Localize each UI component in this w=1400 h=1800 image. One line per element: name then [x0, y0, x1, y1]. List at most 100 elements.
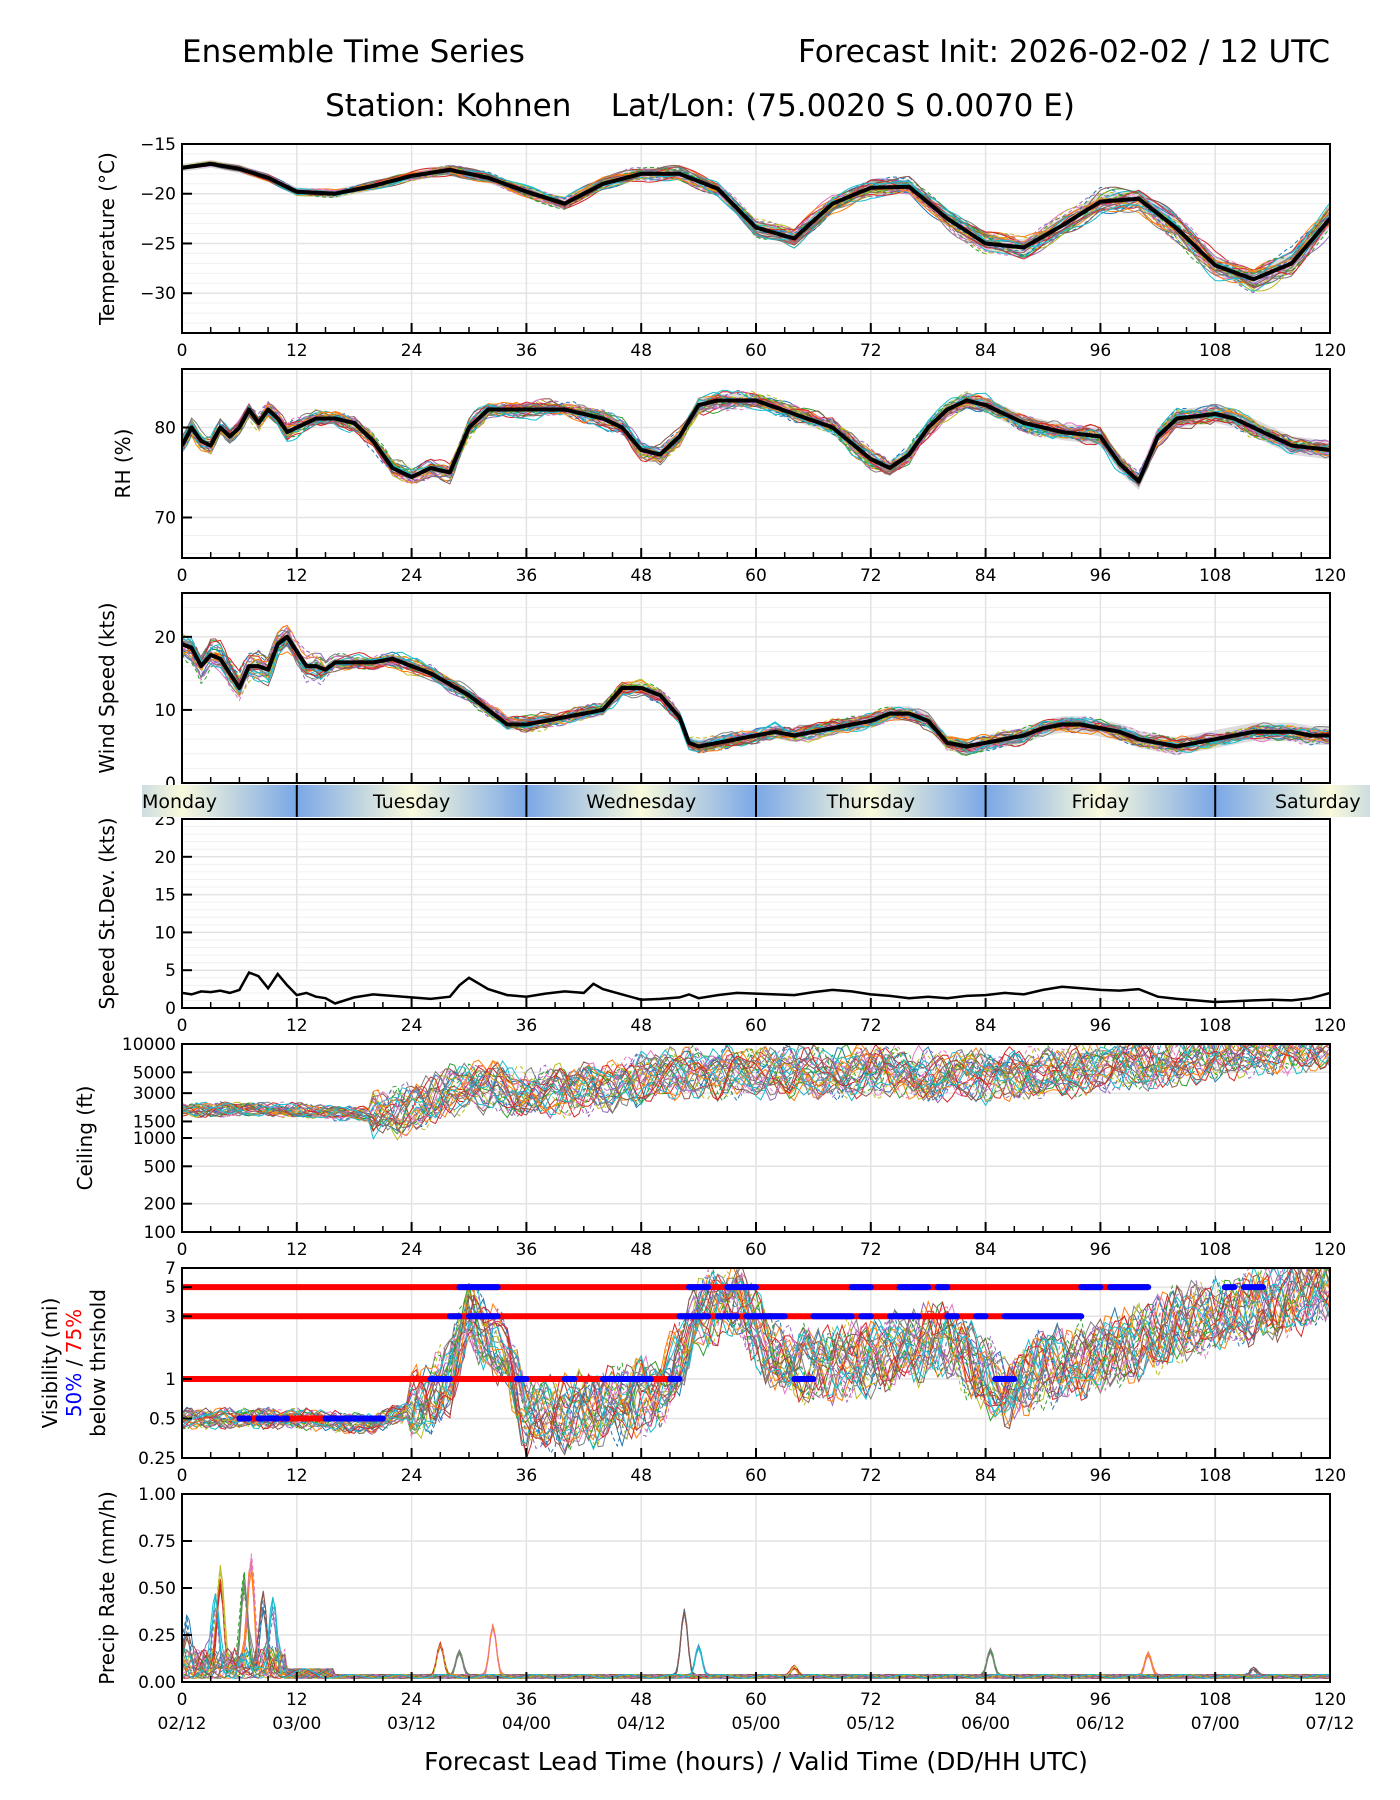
day-segment	[985, 785, 1216, 817]
day-label: Thursday	[826, 791, 915, 813]
member-line	[182, 394, 1330, 480]
member-line	[182, 1268, 1330, 1447]
x-tick-label: 108	[1199, 566, 1231, 586]
y-axis-label: Wind Speed (kts)	[95, 602, 119, 773]
x-tick-label: 36	[516, 341, 538, 361]
y-axis-label: Visibility (mi)	[38, 1298, 62, 1429]
x-tick-label: 96	[1090, 1016, 1112, 1036]
rh-plot-area	[182, 389, 1330, 490]
x-tick-label: 48	[630, 341, 652, 361]
member-line	[182, 163, 1330, 289]
y-tick-label: −20	[140, 185, 176, 205]
visibility-plot-area	[182, 1268, 1330, 1458]
x-valid-time-label: 07/00	[1191, 1714, 1240, 1734]
x-tick-label: 24	[401, 566, 423, 586]
x-valid-time-label: 05/00	[732, 1714, 781, 1734]
x-tick-label: 60	[745, 1466, 767, 1486]
temperature-panel: −15 −20 −25 −30 0 12 24 36 48 60 72 84 96 108 120 Tempe…	[95, 135, 1346, 361]
x-tick-label: 12	[286, 341, 308, 361]
precip-panel: 0.00 0.25 0.50 0.75 1.00 0 02/12 12 03/00 24 03/12…	[95, 1485, 1355, 1776]
x-tick-label: 36	[516, 1466, 538, 1486]
y-tick-label: 20	[154, 628, 176, 648]
day-label: Tuesday	[372, 791, 450, 813]
member-line	[182, 1044, 1321, 1126]
member-line	[182, 390, 1330, 486]
member-line	[182, 1044, 1330, 1141]
chart-title: Ensemble Time Series	[182, 34, 525, 70]
x-tick-label: 24	[401, 341, 423, 361]
member-line	[182, 1268, 1330, 1443]
y-tick-label: 5	[165, 1278, 176, 1298]
x-tick-label: 60	[745, 1240, 767, 1260]
y-tick-label: −30	[140, 284, 176, 304]
member-line	[182, 1044, 1330, 1126]
y-tick-label: 0.25	[138, 1626, 176, 1646]
y-tick-label: 1500	[133, 1112, 176, 1132]
x-tick-label: 84	[975, 1466, 997, 1486]
x-tick-label: 48	[630, 1240, 652, 1260]
x-valid-time-label: 05/12	[846, 1714, 895, 1734]
y-tick-label: 0.5	[149, 1409, 176, 1429]
day-of-week-band: Monday Tuesday Wednesday Thursday Friday Satu…	[142, 785, 1370, 817]
y-tick-label: −15	[140, 135, 176, 155]
y-tick-label: 5000	[133, 1063, 176, 1083]
x-tick-label: 96	[1090, 566, 1112, 586]
x-tick-label: 72	[860, 1690, 882, 1710]
x-tick-label: 84	[975, 341, 997, 361]
x-tick-label: 24	[401, 1016, 423, 1036]
member-line	[182, 1044, 1301, 1128]
y-tick-label: 10	[154, 923, 176, 943]
member-line	[182, 1044, 1321, 1139]
ensemble-mean-line	[182, 398, 1330, 484]
x-tick-label: 120	[1314, 1240, 1346, 1260]
x-tick-label: 36	[516, 1690, 538, 1710]
speed_stdev-plot-area	[182, 970, 1330, 1005]
x-tick-label: 84	[975, 1240, 997, 1260]
y-tick-label: 10	[154, 701, 176, 721]
y-tick-label: 10000	[122, 1035, 176, 1055]
y-tick-label: 15	[154, 886, 176, 906]
day-label: Friday	[1072, 791, 1130, 813]
member-line	[182, 1044, 1330, 1131]
x-tick-label: 72	[860, 341, 882, 361]
x-tick-label: 84	[975, 566, 997, 586]
y-axis-label: Ceiling (ft)	[73, 1086, 97, 1191]
x-valid-time-label: 04/12	[617, 1714, 666, 1734]
y-tick-label: 80	[154, 419, 176, 439]
x-tick-label: 60	[745, 1690, 767, 1710]
ensemble-mean-line	[182, 161, 1330, 282]
y-tick-label: −25	[140, 234, 176, 254]
x-tick-label: 48	[630, 1016, 652, 1036]
x-tick-label: 120	[1314, 341, 1346, 361]
x-tick-label: 60	[745, 341, 767, 361]
x-tick-label: 120	[1314, 1466, 1346, 1486]
x-tick-label: 0	[177, 1690, 188, 1710]
x-tick-label: 108	[1199, 341, 1231, 361]
x-tick-label: 0	[177, 341, 188, 361]
member-line	[182, 1268, 1318, 1443]
y-tick-label: 100	[144, 1223, 176, 1243]
x-tick-label: 24	[401, 1690, 423, 1710]
x-tick-label: 48	[630, 1466, 652, 1486]
x-tick-label: 24	[401, 1466, 423, 1486]
y-tick-label: 70	[154, 509, 176, 529]
member-line	[182, 1044, 1306, 1126]
x-tick-label: 108	[1199, 1466, 1231, 1486]
x-tick-label: 36	[516, 1240, 538, 1260]
day-segment	[526, 785, 756, 817]
y-tick-label: 7	[165, 1259, 176, 1279]
y-tick-label: 0.25	[138, 1449, 176, 1469]
member-line	[182, 1044, 1330, 1122]
wind_speed-plot-area	[182, 624, 1330, 756]
day-segment	[756, 785, 986, 817]
x-tick-label: 84	[975, 1690, 997, 1710]
x-tick-label: 0	[177, 1016, 188, 1036]
member-line	[182, 1044, 1330, 1136]
x-tick-label: 120	[1314, 1690, 1346, 1710]
x-tick-label: 60	[745, 566, 767, 586]
y-axis-label: RH (%)	[111, 429, 135, 499]
x-tick-label: 96	[1090, 341, 1112, 361]
x-tick-label: 108	[1199, 1690, 1231, 1710]
x-tick-label: 120	[1314, 1016, 1346, 1036]
